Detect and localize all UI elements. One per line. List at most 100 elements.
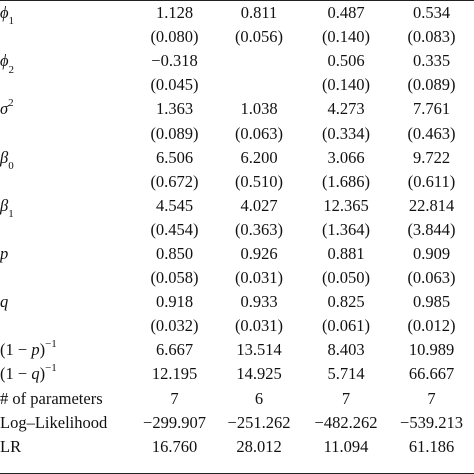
table-cell: (0.083)	[407, 27, 456, 47]
table-cell: 0.881	[327, 243, 365, 263]
table-cell: 0.825	[327, 292, 365, 312]
row-label	[0, 266, 134, 290]
table-cell: (3.844)	[407, 219, 456, 239]
table-row: (0.045) (0.140) (0.089)	[0, 73, 474, 97]
table-cell: 22.814	[408, 195, 455, 215]
table-cell: 6	[254, 388, 264, 408]
table-row: σ2 1.363 1.038 4.273 7.761	[0, 97, 474, 121]
table-cell: 6.506	[155, 147, 194, 167]
table-row: (0.672) (0.510) (1.686) (0.611)	[0, 170, 474, 194]
row-label: β1	[0, 195, 14, 221]
table-cell: 0.811	[240, 3, 278, 23]
table-cell: (0.672)	[150, 171, 199, 191]
table-cell: 0.487	[327, 3, 365, 23]
table-cell: 12.365	[323, 195, 369, 215]
table-cell: 6.200	[240, 147, 278, 167]
table-cell: (0.089)	[407, 75, 456, 95]
table-cell	[215, 73, 303, 97]
table-cell: (0.510)	[234, 171, 284, 191]
table-cell: 4.027	[240, 195, 278, 215]
table-row: (0.454) (0.363) (1.364) (3.844)	[0, 218, 474, 242]
table-cell: (0.089)	[150, 123, 199, 143]
table-cell: (0.061)	[321, 316, 371, 336]
table-cell: (0.363)	[234, 219, 284, 239]
results-table: ϕ1 1.128 0.811 0.487 0.534 (0.080) (0.056) (0.1…	[0, 1, 474, 459]
row-label: p	[0, 243, 9, 263]
table-cell: 1.128	[155, 3, 194, 23]
table-cell: (0.463)	[407, 123, 456, 143]
table-cell: 4.545	[155, 195, 194, 215]
row-label: (1 − q)−1	[0, 361, 57, 384]
table-cell: −482.262	[314, 412, 378, 432]
table-cell: (0.063)	[407, 268, 456, 288]
table-cell: 4.273	[327, 99, 365, 119]
row-label: ϕ1	[0, 3, 15, 28]
row-label	[0, 25, 134, 49]
table-cell: (0.080)	[150, 27, 199, 47]
table-cell: 61.186	[408, 436, 455, 456]
table-cell: 0.534	[412, 3, 451, 23]
table-cell: 5.714	[327, 364, 365, 384]
table-cell: (0.140)	[321, 75, 371, 95]
row-label: β0	[0, 147, 14, 172]
table-row: # of parameters 7 6 7 7	[0, 387, 474, 411]
row-label	[0, 73, 134, 97]
table-cell: 1.363	[155, 99, 194, 119]
table-cell: (0.050)	[321, 268, 371, 288]
table-cell: 7	[170, 388, 179, 408]
table-cell: 6.667	[155, 340, 194, 360]
table-cell: 0.985	[412, 292, 451, 312]
table-cell: (0.140)	[321, 27, 371, 47]
table-cell: 13.514	[236, 340, 282, 360]
table-cell: 0.909	[412, 243, 451, 263]
table-row: p 0.850 0.926 0.881 0.909	[0, 242, 474, 266]
row-label: LR	[0, 436, 22, 456]
table-cell: 28.012	[236, 436, 282, 456]
table-row: Log–Likelihood −299.907 −251.262 −482.262 −5…	[0, 411, 474, 435]
table-cell: (0.045)	[150, 75, 199, 95]
row-label	[0, 218, 134, 242]
table-row: (1 − q)−1 12.195 14.925 5.714 66.667	[0, 362, 474, 386]
row-label: # of parameters	[0, 388, 103, 408]
table-cell: 10.989	[408, 340, 455, 360]
table-row: q 0.918 0.933 0.825 0.985	[0, 290, 474, 314]
table-cell: (0.058)	[150, 268, 199, 288]
row-label	[0, 314, 134, 338]
table-cell: 14.925	[236, 364, 282, 384]
table-cell	[215, 49, 303, 73]
table-cell: 0.918	[155, 292, 194, 312]
table-row: ϕ2 −0.318 0.506 0.335	[0, 49, 474, 76]
table-cell: (0.031)	[234, 316, 284, 336]
table-cell: 0.850	[155, 243, 194, 263]
table-cell: 9.722	[412, 147, 451, 167]
table-cell: (0.334)	[321, 123, 371, 143]
table-cell: 0.926	[240, 243, 278, 263]
table-cell: 12.195	[151, 364, 198, 384]
table-cell: −251.262	[227, 412, 291, 432]
table-cell: 16.760	[151, 436, 198, 456]
table-cell: −539.213	[400, 412, 463, 432]
table-cell: (1.686)	[321, 171, 371, 191]
table-cell: 7	[341, 388, 351, 408]
table-cell: (0.012)	[407, 316, 456, 336]
table-row: (0.080) (0.056) (0.140) (0.083)	[0, 25, 474, 49]
table-body: ϕ1 1.128 0.811 0.487 0.534 (0.080) (0.056) (0.1…	[0, 1, 474, 459]
table-row: β1 4.545 4.027 12.365 22.814	[0, 194, 474, 221]
row-label: ϕ2	[0, 51, 15, 76]
table-cell: −0.318	[151, 51, 198, 71]
table-cell: (0.031)	[234, 268, 284, 288]
table-cell: (0.056)	[234, 27, 284, 47]
table-cell: 7	[427, 388, 436, 408]
table-cell: (0.454)	[150, 219, 199, 239]
table-row: (0.032) (0.031) (0.061) (0.012)	[0, 314, 474, 338]
table-row: (0.089) (0.063) (0.334) (0.463)	[0, 121, 474, 145]
table-cell: −299.907	[143, 412, 206, 432]
row-label: (1 − p)−1	[0, 337, 57, 360]
table-cell: (1.364)	[321, 219, 371, 239]
table-cell: 1.038	[240, 99, 278, 119]
table-row: (1 − p)−1 6.667 13.514 8.403 10.989	[0, 338, 474, 362]
table-row: β0 6.506 6.200 3.066 9.722	[0, 146, 474, 172]
table-row: ϕ1 1.128 0.811 0.487 0.534	[0, 1, 474, 28]
row-label: σ2	[0, 96, 14, 119]
